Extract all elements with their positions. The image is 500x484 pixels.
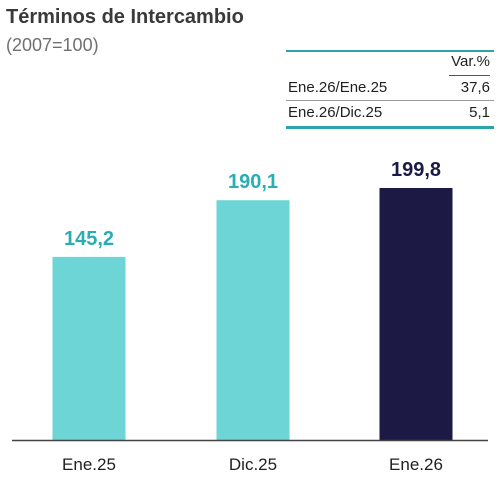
variation-row: Ene.26/Dic.25 5,1	[286, 101, 494, 125]
variation-header-label: Var.%	[449, 52, 490, 76]
chart-title: Términos de Intercambio	[6, 6, 244, 28]
x-tick-label: Dic.25	[229, 455, 277, 474]
bar-Ene.25	[52, 256, 126, 440]
x-tick-label: Ene.26	[389, 455, 443, 474]
variation-row-label: Ene.26/Dic.25	[288, 104, 383, 121]
variation-row-value: 5,1	[469, 104, 490, 121]
variation-row-divider	[286, 100, 494, 101]
bar-value-label: 199,8	[391, 159, 441, 181]
variation-table-header: Var.%	[286, 52, 494, 76]
variation-table: Var.% Ene.26/Ene.25 37,6 Ene.26/Dic.25 5…	[286, 50, 494, 129]
bar-value-label: 145,2	[64, 228, 114, 250]
bar-value-label: 190,1	[228, 171, 278, 193]
variation-table-bottom-rule	[286, 126, 494, 129]
bar-Dic.25	[216, 200, 290, 440]
x-tick-label: Ene.25	[62, 455, 116, 474]
variation-row-label: Ene.26/Ene.25	[288, 79, 388, 96]
variation-row: Ene.26/Ene.25 37,6	[286, 76, 494, 100]
chart-subtitle: (2007=100)	[6, 35, 99, 55]
bar-Ene.26	[379, 188, 453, 440]
variation-row-value: 37,6	[460, 79, 490, 96]
variation-table-top-rule	[286, 50, 494, 52]
